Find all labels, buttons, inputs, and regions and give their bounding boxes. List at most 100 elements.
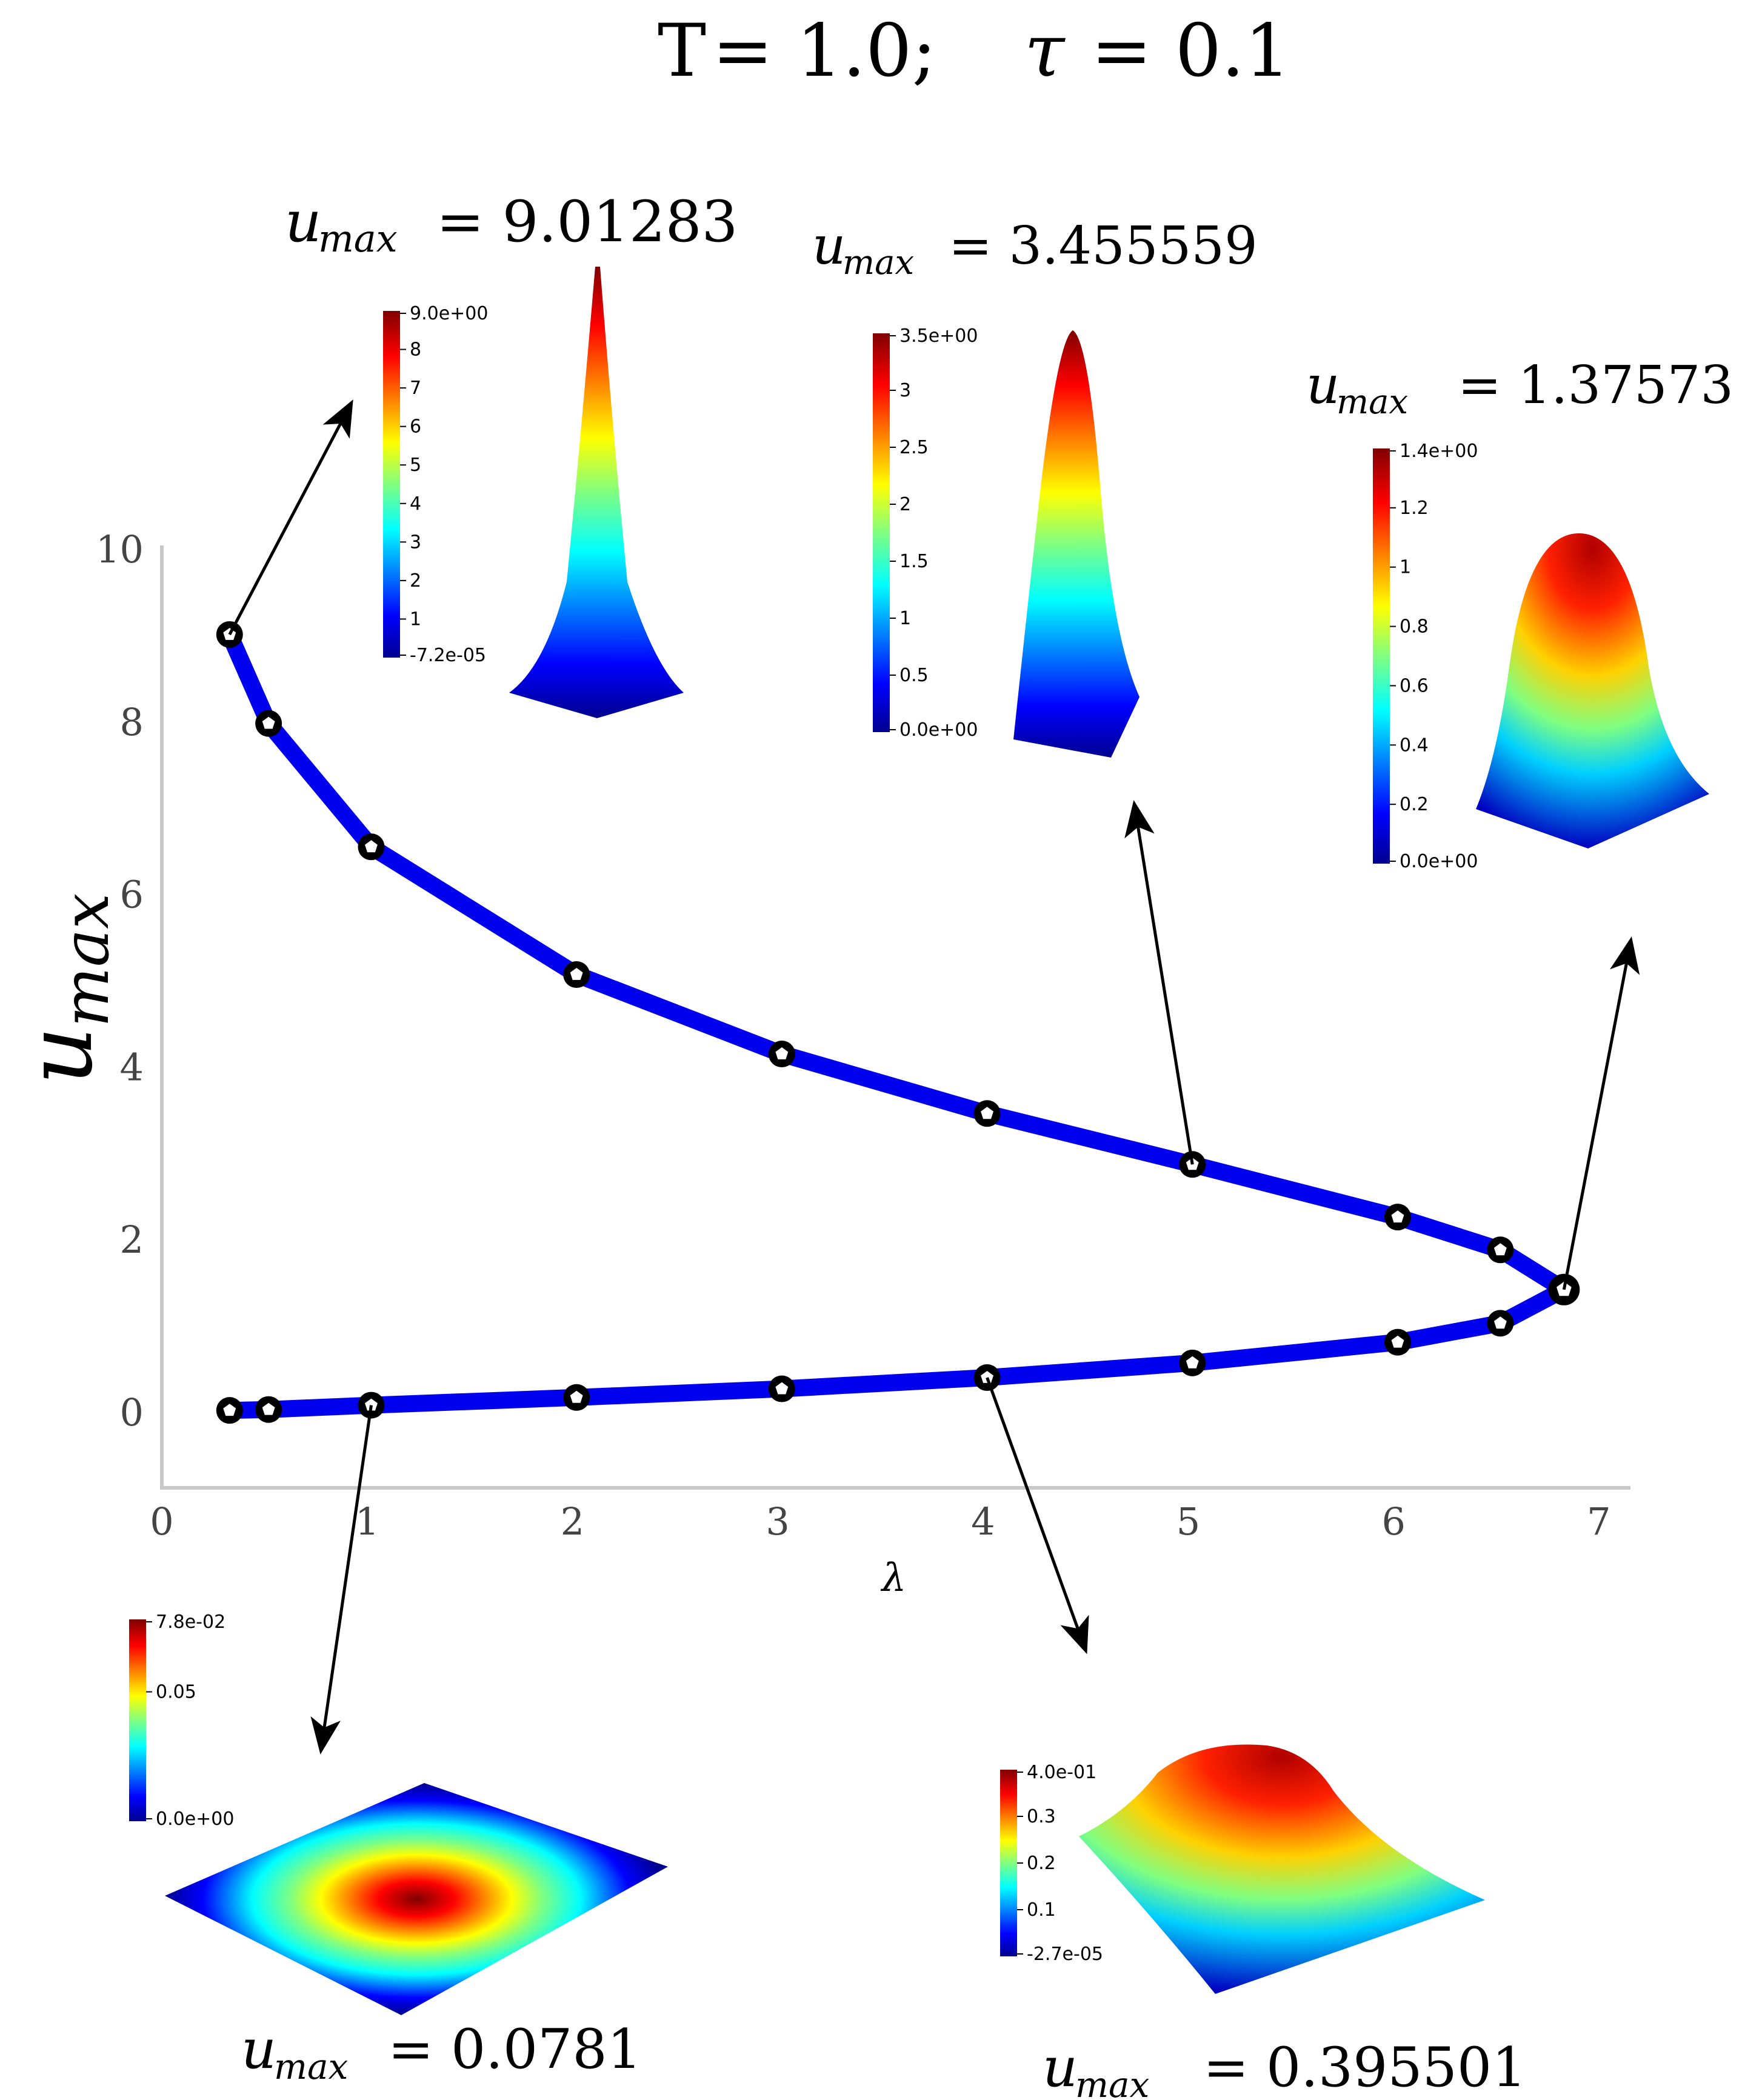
annotation-u9: u max = 9.01283 9.0e+00 -7.2e-05 8 7 6 5 4 3 2 1 — [285, 189, 738, 718]
colorbar-min-label: 0.0e+00 — [156, 1808, 234, 1830]
colorbar-tick-label: 8 — [410, 339, 421, 361]
x-tick-labels: 0 1 2 3 4 5 6 7 — [150, 1499, 1610, 1544]
colorbar-tick-label: 4 — [410, 493, 421, 515]
colorbar-tick-label: 2 — [899, 494, 911, 515]
surface-peak-plot — [509, 267, 684, 718]
x-tick-label: 1 — [355, 1499, 379, 1544]
y-tick-label: 6 — [120, 873, 144, 917]
colorbar-tick-label: 5 — [410, 455, 421, 476]
colorbar: 1.4e+00 0.0e+00 1.2 1 0.8 0.6 0.4 0.2 — [1373, 441, 1478, 872]
ann-u-symbol: u — [241, 2018, 276, 2081]
data-point — [1487, 1236, 1514, 1264]
data-point — [216, 1397, 243, 1424]
title-T-symbol: T — [658, 9, 706, 93]
annotation-label: u max = 1.37573 — [1306, 355, 1734, 422]
y-tick-labels: 0 2 4 6 8 10 — [96, 527, 144, 1435]
surface-dome-plot — [1476, 533, 1709, 848]
x-tick-label: 3 — [766, 1499, 789, 1544]
colorbar-max-label: 9.0e+00 — [410, 303, 488, 324]
title-tau-value: = 0.1 — [1091, 9, 1291, 93]
colorbar-gradient — [873, 333, 890, 732]
colorbar-tick-label: 0.6 — [1400, 675, 1429, 696]
y-axis-label-sub: max — [49, 893, 123, 1027]
colorbar-tick-label: 0.2 — [1400, 794, 1429, 815]
annotation-label: u max = 3.455559 — [812, 216, 1258, 282]
ann-value: = 0.395501 — [1203, 2036, 1526, 2099]
colorbar-tick-label: 0.2 — [1027, 1853, 1056, 1874]
data-point — [1179, 1349, 1206, 1376]
data-point — [358, 833, 385, 861]
x-tick-label: 4 — [971, 1499, 995, 1544]
data-point — [563, 961, 590, 988]
colorbar-tick-label: 0.4 — [1400, 735, 1429, 756]
arrow-u0395 — [986, 1377, 1089, 1655]
colorbar-gradient — [129, 1619, 146, 1821]
colorbar-gradient — [383, 311, 400, 658]
y-tick-label: 4 — [120, 1045, 144, 1089]
colorbar-min-label: 0.0e+00 — [1400, 851, 1478, 872]
colorbar-tick-label: 1.5 — [899, 551, 929, 572]
colorbar-tick-label: 0.8 — [1400, 616, 1429, 638]
colorbar-tick-label: 7 — [410, 378, 421, 399]
arrow-u9 — [228, 399, 353, 636]
surface-dome-plot — [1079, 1744, 1485, 1994]
arrow-u0078 — [310, 1405, 373, 1755]
colorbar-max-label: 7.8e-02 — [156, 1612, 225, 1633]
data-point — [768, 1041, 795, 1068]
title-tau-symbol: τ — [1024, 9, 1066, 93]
y-tick-label: 2 — [120, 1218, 144, 1262]
surface-flat-plot — [165, 1783, 668, 2015]
colorbar-tick-label: 1.2 — [1400, 498, 1429, 519]
ann-value: = 9.01283 — [436, 189, 738, 255]
y-tick-label: 0 — [120, 1390, 144, 1435]
annotation-label: u max = 0.0781 — [241, 2018, 642, 2087]
y-axis-label-main: u — [7, 1026, 113, 1085]
annotation-label: u max = 9.01283 — [285, 189, 738, 261]
colorbar-tick-label: 6 — [410, 416, 421, 438]
ann-value: = 0.0781 — [388, 2018, 642, 2081]
colorbar: 4.0e-01 -2.7e-05 0.3 0.2 0.1 — [1000, 1762, 1103, 1965]
annotation-label: u max = 0.395501 — [1043, 2036, 1526, 2100]
data-point — [1487, 1310, 1514, 1337]
ann-u-symbol: u — [1306, 355, 1340, 416]
x-tick-label: 7 — [1587, 1499, 1610, 1544]
surface-peak-plot — [1013, 330, 1140, 758]
colorbar-tick-label: 3 — [410, 532, 421, 553]
colorbar: 3.5e+00 0.0e+00 3 2.5 2 1.5 1 0.5 — [873, 325, 978, 741]
colorbar-tick-label: 2 — [410, 570, 421, 592]
data-point — [563, 1384, 590, 1411]
ann-u-symbol: u — [285, 189, 322, 255]
colorbar-min-label: 0.0e+00 — [899, 719, 978, 741]
solution-curve — [221, 626, 1573, 1419]
y-axis-label: u max — [7, 893, 123, 1085]
arrow-u3 — [1124, 800, 1194, 1165]
arrow-u1 — [1562, 936, 1640, 1290]
colorbar-tick-label: 0.05 — [156, 1682, 196, 1703]
annotation-u0078: 7.8e-02 0.0e+00 0.05 u max = 0.0781 — [129, 1612, 668, 2087]
chart-axes — [160, 545, 1630, 1490]
ann-value: = 1.37573 — [1458, 355, 1734, 416]
series-line-upper — [221, 626, 1573, 1298]
data-point — [1384, 1328, 1411, 1356]
colorbar-tick-label: 1 — [410, 608, 421, 630]
x-axis-label: λ — [880, 1556, 907, 1601]
colorbar-min-label: -2.7e-05 — [1027, 1944, 1103, 1965]
colorbar: 9.0e+00 -7.2e-05 8 7 6 5 4 3 2 1 — [383, 303, 488, 666]
data-markers — [216, 621, 1580, 1424]
annotation-u3: u max = 3.455559 3.5e+00 0.0e+00 3 2.5 2 1.5 1… — [812, 216, 1258, 758]
x-tick-label: 5 — [1176, 1499, 1200, 1544]
colorbar-max-label: 1.4e+00 — [1400, 441, 1478, 462]
x-tick-label: 6 — [1381, 1499, 1405, 1544]
annotation-arrows — [228, 399, 1640, 1755]
annotation-u1: u max = 1.37573 1.4e+00 0.0e+00 1.2 1 0.8 0.6… — [1306, 355, 1734, 872]
y-tick-label: 8 — [120, 700, 144, 744]
ann-value: = 3.455559 — [949, 216, 1258, 276]
data-point — [768, 1375, 795, 1402]
colorbar-max-label: 3.5e+00 — [899, 325, 978, 347]
x-tick-label: 2 — [561, 1499, 584, 1544]
series-line-lower — [221, 1281, 1573, 1419]
colorbar-tick-label: 2.5 — [899, 437, 929, 458]
ann-u-symbol: u — [812, 216, 846, 276]
ann-u-sub: max — [843, 243, 914, 282]
colorbar-max-label: 4.0e-01 — [1027, 1762, 1096, 1783]
